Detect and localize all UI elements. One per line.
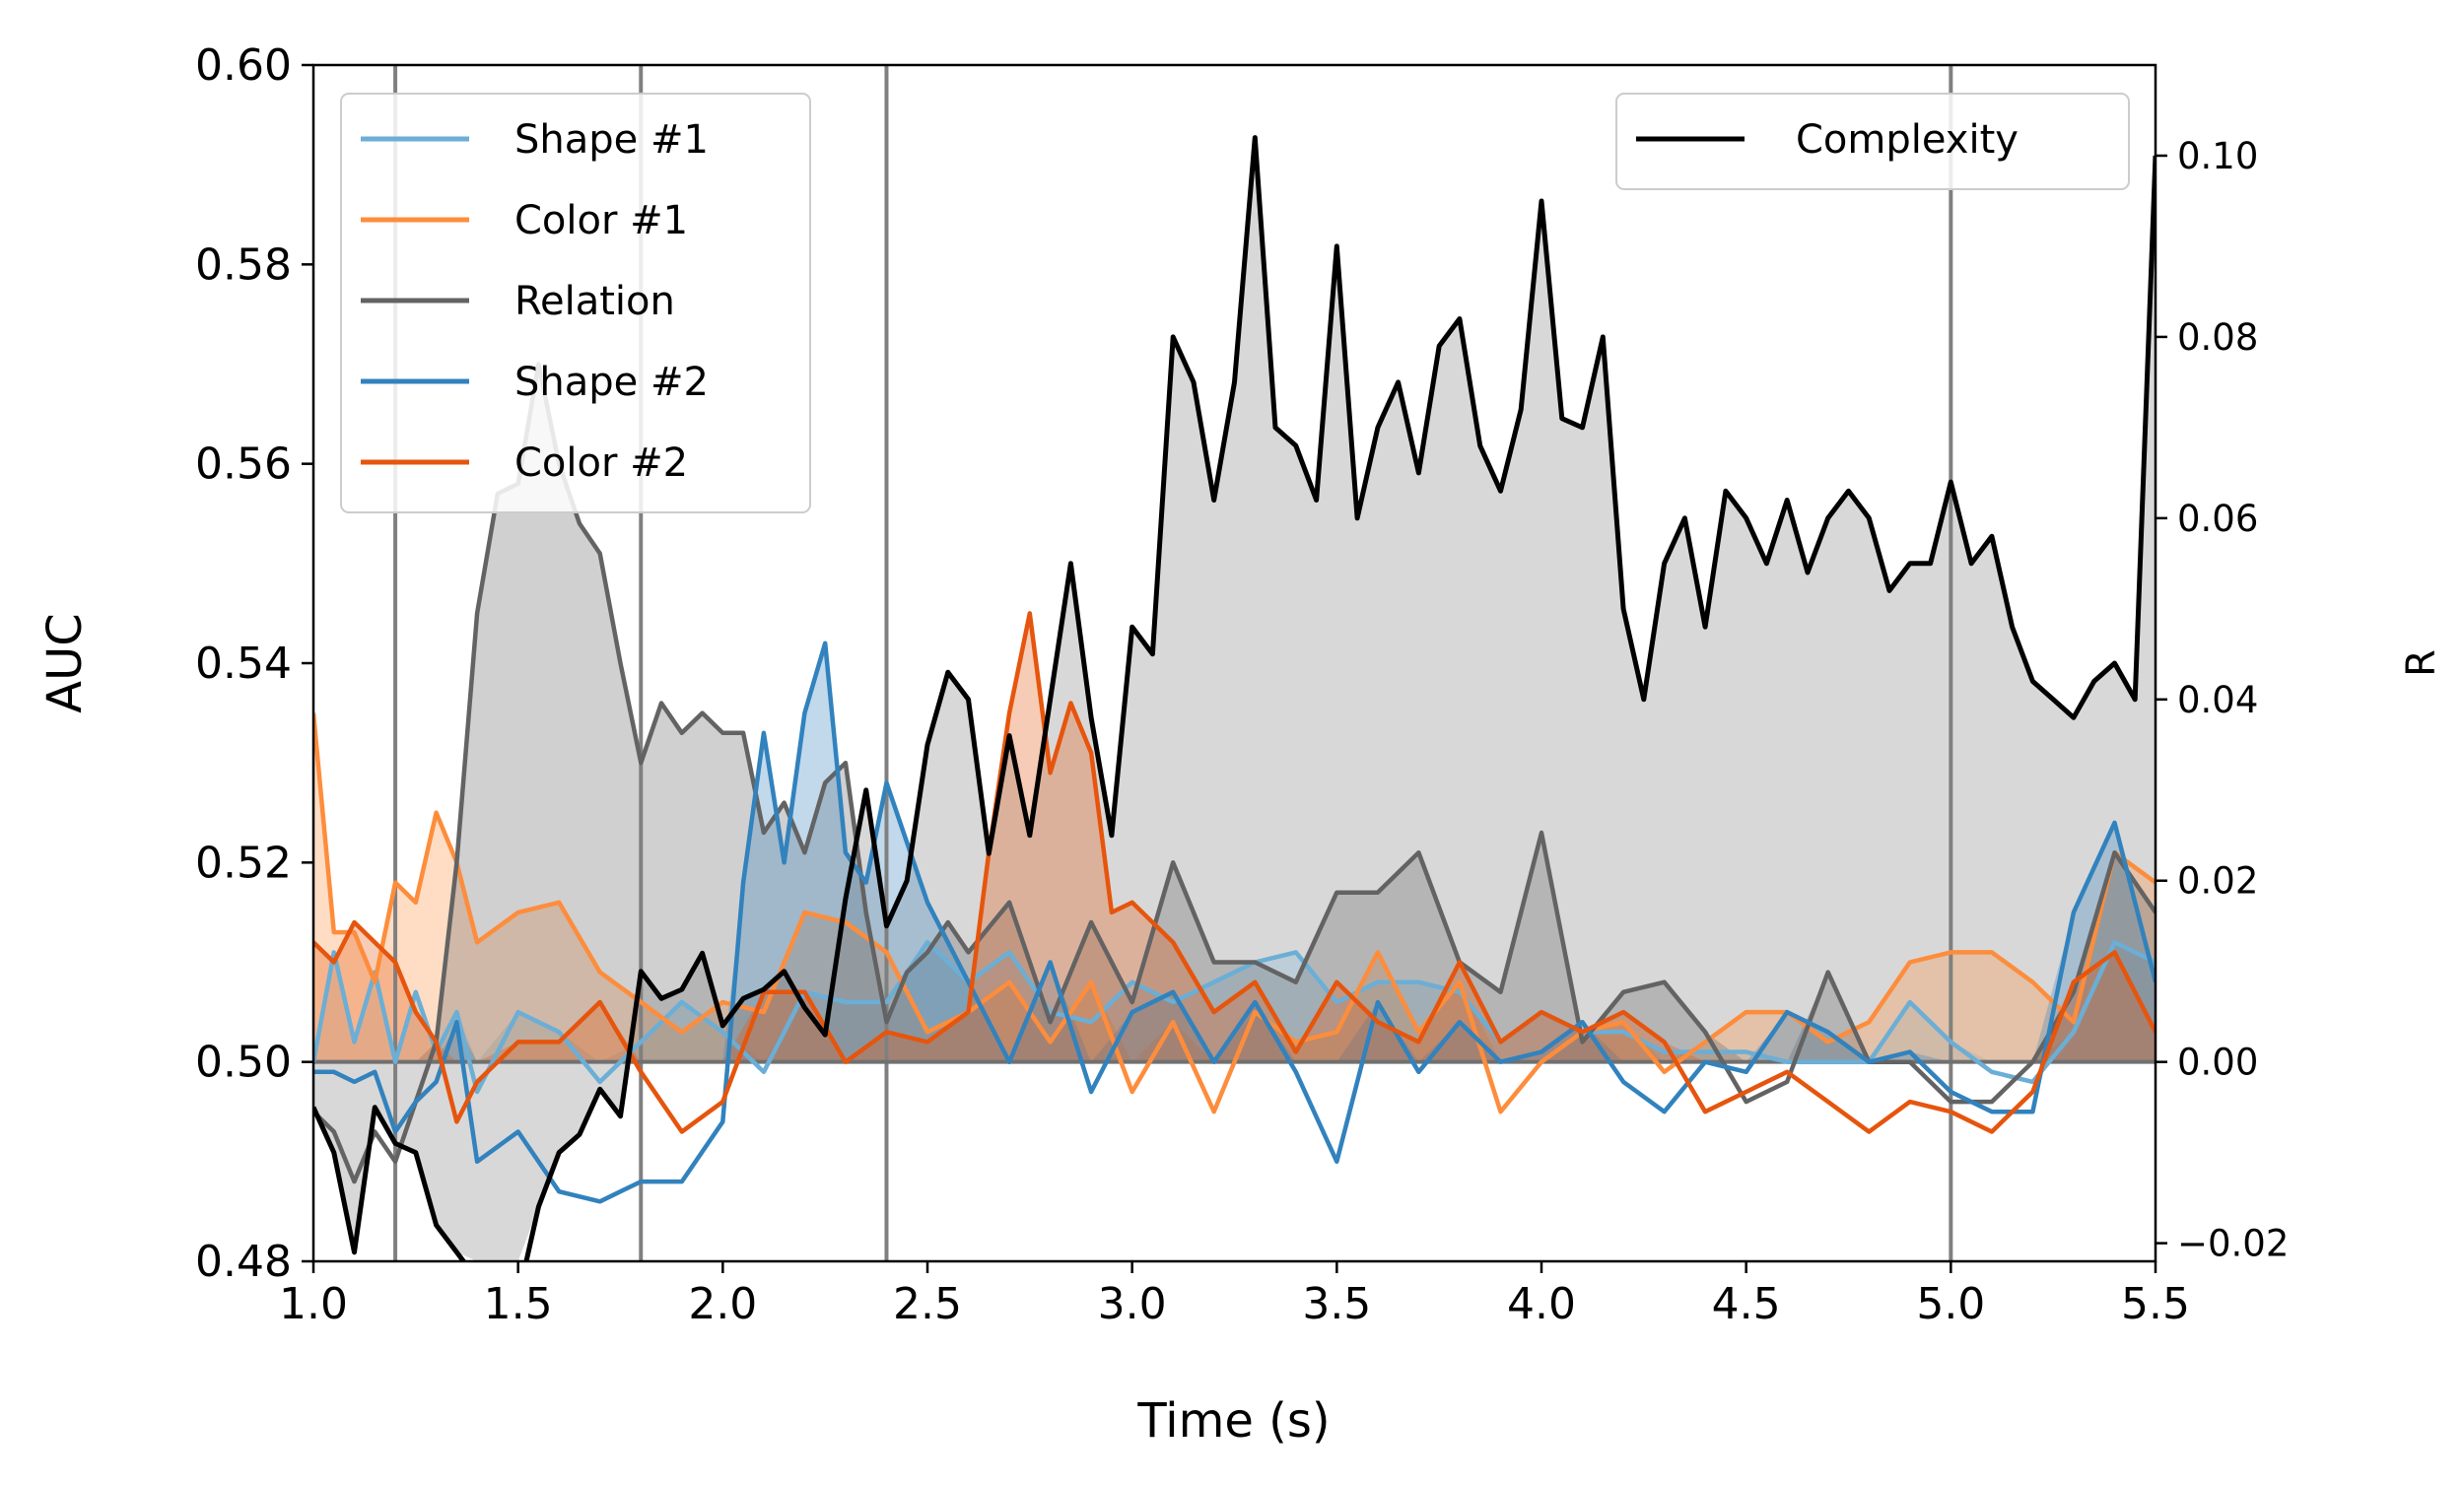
series-line-color-2 <box>313 611 2156 1134</box>
y-right-tick-label: 0.10 <box>2177 135 2258 177</box>
series-line-complexity <box>313 135 2156 1261</box>
y-right-tick-label: 0.06 <box>2177 498 2258 540</box>
series-line-color-1 <box>313 712 2156 1114</box>
y-right-tick-label: 0.08 <box>2177 316 2258 359</box>
legend-left: Shape #1 Color #1 Relation Shape #2 Color #2 <box>340 93 811 513</box>
x-tick-label: 1.5 <box>484 1279 553 1329</box>
legend-label-color-2: Color #2 <box>514 440 688 486</box>
x-tick-label: 2.5 <box>893 1279 962 1329</box>
y-axis-right: −0.02 0.00 0.02 0.04 0.06 0.08 0.10 <box>2156 135 2289 1265</box>
legend-label-color-1: Color #1 <box>514 198 688 243</box>
x-tick-label: 2.0 <box>688 1279 757 1329</box>
x-tick-label: 3.5 <box>1302 1279 1371 1329</box>
x-tick-label: 5.0 <box>1916 1279 1985 1329</box>
x-tick-label: 4.5 <box>1712 1279 1781 1329</box>
x-tick-label: 4.0 <box>1507 1279 1576 1329</box>
y-axis-right-label: R <box>2399 649 2444 677</box>
fill-shape-2 <box>313 642 2156 1062</box>
series-line-shape-2 <box>313 641 2156 1204</box>
y-right-tick-label: 0.00 <box>2177 1042 2258 1084</box>
y-axis-left-label: AUC <box>37 613 93 712</box>
y-right-tick-label: 0.02 <box>2177 860 2258 903</box>
series-line-shape-1 <box>313 940 2156 1095</box>
y-right-tick-label: 0.04 <box>2177 679 2258 721</box>
legend-right-box <box>1615 93 2130 190</box>
x-tick-label: 3.0 <box>1098 1279 1167 1329</box>
legend-label-shape-1: Shape #1 <box>514 117 709 163</box>
y-left-tick-label: 0.60 <box>195 40 292 91</box>
legend-left-box <box>340 93 811 513</box>
legend-label-complexity: Complexity <box>1796 117 2019 163</box>
y-left-tick-label: 0.50 <box>195 1038 292 1088</box>
fill-relation <box>313 364 2156 1062</box>
y-left-tick-label: 0.54 <box>195 639 292 689</box>
y-left-tick-label: 0.58 <box>195 239 292 290</box>
y-axis-left: 0.48 0.50 0.52 0.54 0.56 0.58 0.60 <box>195 40 313 1287</box>
legend-label-relation: Relation <box>514 279 675 324</box>
y-left-tick-label: 0.48 <box>195 1237 292 1287</box>
fill-shape-1 <box>313 942 2156 1062</box>
y-left-tick-label: 0.52 <box>195 838 292 888</box>
x-axis: 1.0 1.5 2.0 2.5 3.0 3.5 4.0 4.5 5.0 5.5 <box>279 1261 2190 1329</box>
y-left-tick-label: 0.56 <box>195 439 292 490</box>
x-tick-label: 5.5 <box>2121 1279 2190 1329</box>
fill-color-1 <box>313 712 2156 1062</box>
x-tick-label: 1.0 <box>279 1279 348 1329</box>
legend-label-shape-2: Shape #2 <box>514 360 709 405</box>
y-right-tick-label: −0.02 <box>2177 1223 2289 1265</box>
x-axis-label: Time (s) <box>1136 1393 1330 1449</box>
legend-right: Complexity <box>1615 93 2130 190</box>
